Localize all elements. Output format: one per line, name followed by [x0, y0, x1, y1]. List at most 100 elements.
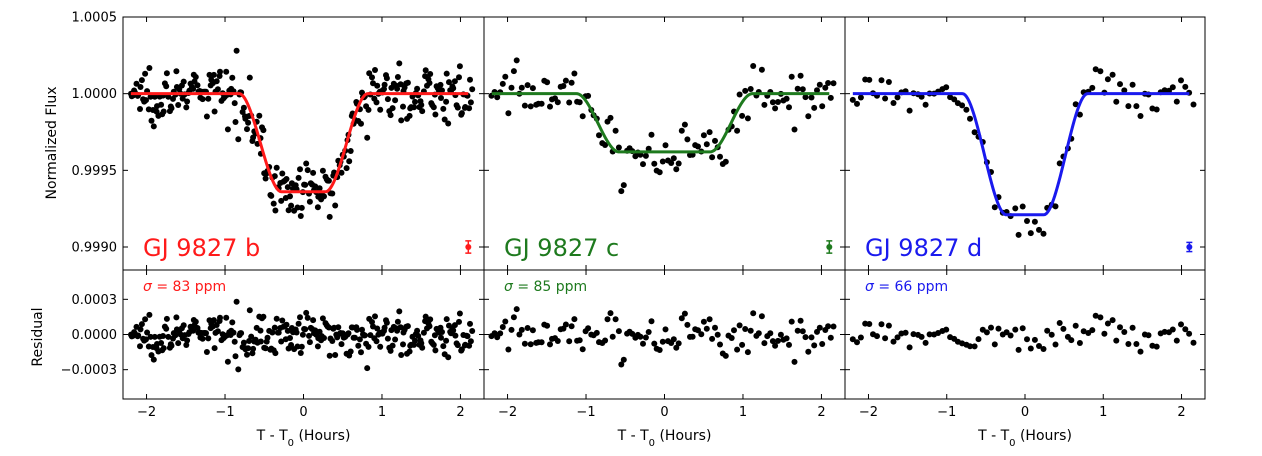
residual-point	[260, 313, 267, 320]
residual-point	[205, 335, 212, 342]
residual-point	[351, 334, 358, 341]
residual-point	[137, 326, 144, 333]
data-point	[443, 98, 450, 105]
residual-point	[257, 327, 264, 334]
data-point	[404, 79, 411, 86]
x-axis-label: T - T0 (Hours)	[256, 428, 351, 449]
residual-point	[143, 336, 149, 343]
data-point	[1109, 71, 1116, 78]
data-point	[1019, 203, 1026, 210]
data-point	[374, 82, 381, 89]
data-point	[279, 170, 286, 177]
data-point	[576, 99, 583, 106]
residual-point	[731, 327, 737, 334]
residual-point	[866, 321, 873, 327]
residual-point	[799, 328, 806, 335]
data-point	[316, 185, 323, 192]
x-tick-label: 2	[456, 405, 464, 420]
data-point	[288, 202, 295, 209]
data-point	[210, 71, 217, 78]
residual-point	[758, 313, 765, 320]
residual-point	[1080, 328, 1087, 335]
data-point	[163, 70, 170, 77]
errorbar-point	[1186, 244, 1193, 250]
residual-point	[604, 316, 611, 323]
residual-point	[172, 332, 179, 339]
top-axes-frame	[122, 16, 485, 271]
data-point	[273, 164, 280, 171]
data-point	[347, 148, 354, 154]
residual-point	[326, 352, 333, 359]
x-tick-label: −2	[137, 405, 156, 420]
x-tick-label: 0	[660, 405, 668, 420]
data-point	[384, 96, 391, 103]
residual-point	[874, 333, 880, 340]
residual-point	[1015, 346, 1022, 353]
residual-point	[420, 329, 427, 336]
residual-point	[264, 334, 271, 341]
data-point	[199, 96, 206, 103]
residual-point	[538, 339, 545, 346]
residual-point	[505, 346, 512, 353]
data-point	[499, 80, 506, 87]
residual-point	[165, 333, 172, 340]
data-point	[668, 160, 675, 166]
residual-point	[777, 331, 784, 338]
residual-point	[1068, 337, 1075, 344]
residual-point	[761, 340, 768, 347]
top-ylabel-group: Normalized Flux	[44, 87, 60, 200]
residual-point	[612, 316, 619, 323]
data-point	[967, 115, 973, 122]
residual-point	[464, 333, 471, 340]
data-point	[439, 87, 445, 94]
data-point	[338, 169, 345, 176]
sigma-label: σ = 66 ppm	[865, 279, 948, 295]
residual-point	[279, 317, 286, 324]
data-point	[1137, 113, 1144, 119]
residual-point	[214, 328, 221, 335]
residual-point	[406, 348, 413, 355]
residual-point	[645, 329, 652, 335]
data-point	[372, 67, 378, 73]
residual-point	[656, 347, 663, 353]
sigma-label: σ = 85 ppm	[504, 279, 587, 295]
data-point	[214, 86, 221, 93]
data-point	[175, 102, 182, 108]
data-point	[137, 106, 143, 112]
residual-point	[910, 331, 917, 338]
data-point	[184, 98, 191, 105]
residual-point	[298, 343, 305, 350]
residual-point	[469, 328, 476, 334]
residual-point	[709, 335, 716, 342]
data-point	[742, 87, 749, 94]
data-point	[411, 104, 417, 111]
residual-point	[926, 331, 933, 338]
data-point	[147, 93, 154, 100]
data-point	[786, 104, 792, 111]
residual-point	[297, 350, 304, 356]
residual-point	[728, 335, 735, 341]
residual-point	[1109, 317, 1116, 324]
residual-point	[384, 335, 391, 342]
residual-point	[456, 318, 462, 325]
top-y-tick-label: 0.9990	[72, 241, 118, 256]
residual-points	[849, 312, 1197, 355]
residual-point	[203, 349, 210, 355]
data-point	[211, 108, 218, 115]
data-point	[194, 82, 201, 89]
data-point	[271, 173, 278, 180]
residual-point	[372, 313, 378, 320]
residual-point	[1186, 330, 1193, 337]
data-point	[656, 169, 663, 176]
data-point	[306, 198, 313, 205]
data-point	[1015, 231, 1022, 238]
residual-point	[452, 332, 459, 339]
residual-point	[321, 335, 327, 341]
data-point	[343, 165, 350, 172]
residual-point	[1137, 348, 1144, 355]
data-point	[329, 190, 336, 197]
data-point	[1092, 66, 1099, 73]
data-point	[620, 182, 627, 189]
residual-point	[147, 333, 154, 340]
data-point	[717, 153, 723, 160]
